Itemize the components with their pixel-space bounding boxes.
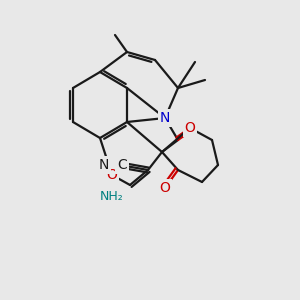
Text: O: O xyxy=(106,168,117,182)
Text: C: C xyxy=(117,158,127,172)
Text: N: N xyxy=(160,111,170,125)
Text: O: O xyxy=(160,181,170,195)
Text: O: O xyxy=(184,121,195,135)
Text: NH₂: NH₂ xyxy=(100,190,124,203)
Text: N: N xyxy=(99,158,109,172)
